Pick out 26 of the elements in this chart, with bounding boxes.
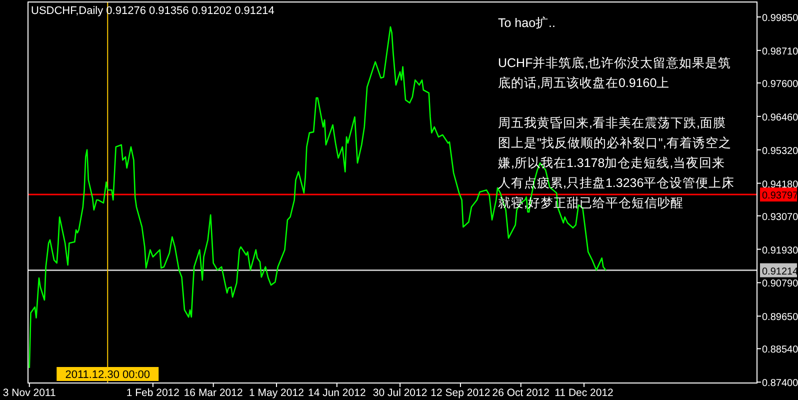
x-tick-label: 11 Dec 2012 xyxy=(554,387,614,399)
ref-line-label: 0.91214 xyxy=(762,266,798,278)
y-tick-label: 0.96460 xyxy=(762,112,798,124)
y-tick-label: 0.87400 xyxy=(762,378,798,390)
x-tick-label: 12 Sep 2012 xyxy=(430,387,490,399)
y-tick-label: 0.99850 xyxy=(762,12,798,24)
x-tick-label: 1 Feb 2012 xyxy=(126,387,180,399)
x-tick-label: 16 Mar 2012 xyxy=(184,387,243,399)
y-tick-label: 0.94180 xyxy=(762,179,798,190)
annotation: UCHF并非筑底,也许你没太留意如果是筑底的话,周五该收盘在0.9160上 xyxy=(498,55,732,92)
annotation: To hao扩.. xyxy=(498,15,556,32)
x-tick-label: 26 Oct 2012 xyxy=(492,387,550,399)
y-tick-label: 0.98710 xyxy=(762,46,798,58)
x-tick-label: 1 May 2012 xyxy=(249,387,304,399)
x-tick-label: 3 Nov 2011 xyxy=(2,387,56,399)
ref-line-label: 0.93797 xyxy=(762,190,798,202)
y-tick-label: 0.91930 xyxy=(762,245,798,256)
y-tick-label: 0.95320 xyxy=(762,146,798,157)
y-tick-label: 0.97600 xyxy=(762,78,798,90)
y-tick-label: 0.90790 xyxy=(762,278,798,290)
x-tick-label: 30 Jul 2012 xyxy=(372,387,428,399)
y-tick-label: 0.89650 xyxy=(762,312,798,324)
x-tick-label: 14 Jun 2012 xyxy=(308,387,366,399)
y-tick-label: 0.88540 xyxy=(762,344,798,356)
y-tick-label: 0.93070 xyxy=(762,212,798,223)
ref-line-label: 2011.12.30 00:00 xyxy=(65,369,150,381)
